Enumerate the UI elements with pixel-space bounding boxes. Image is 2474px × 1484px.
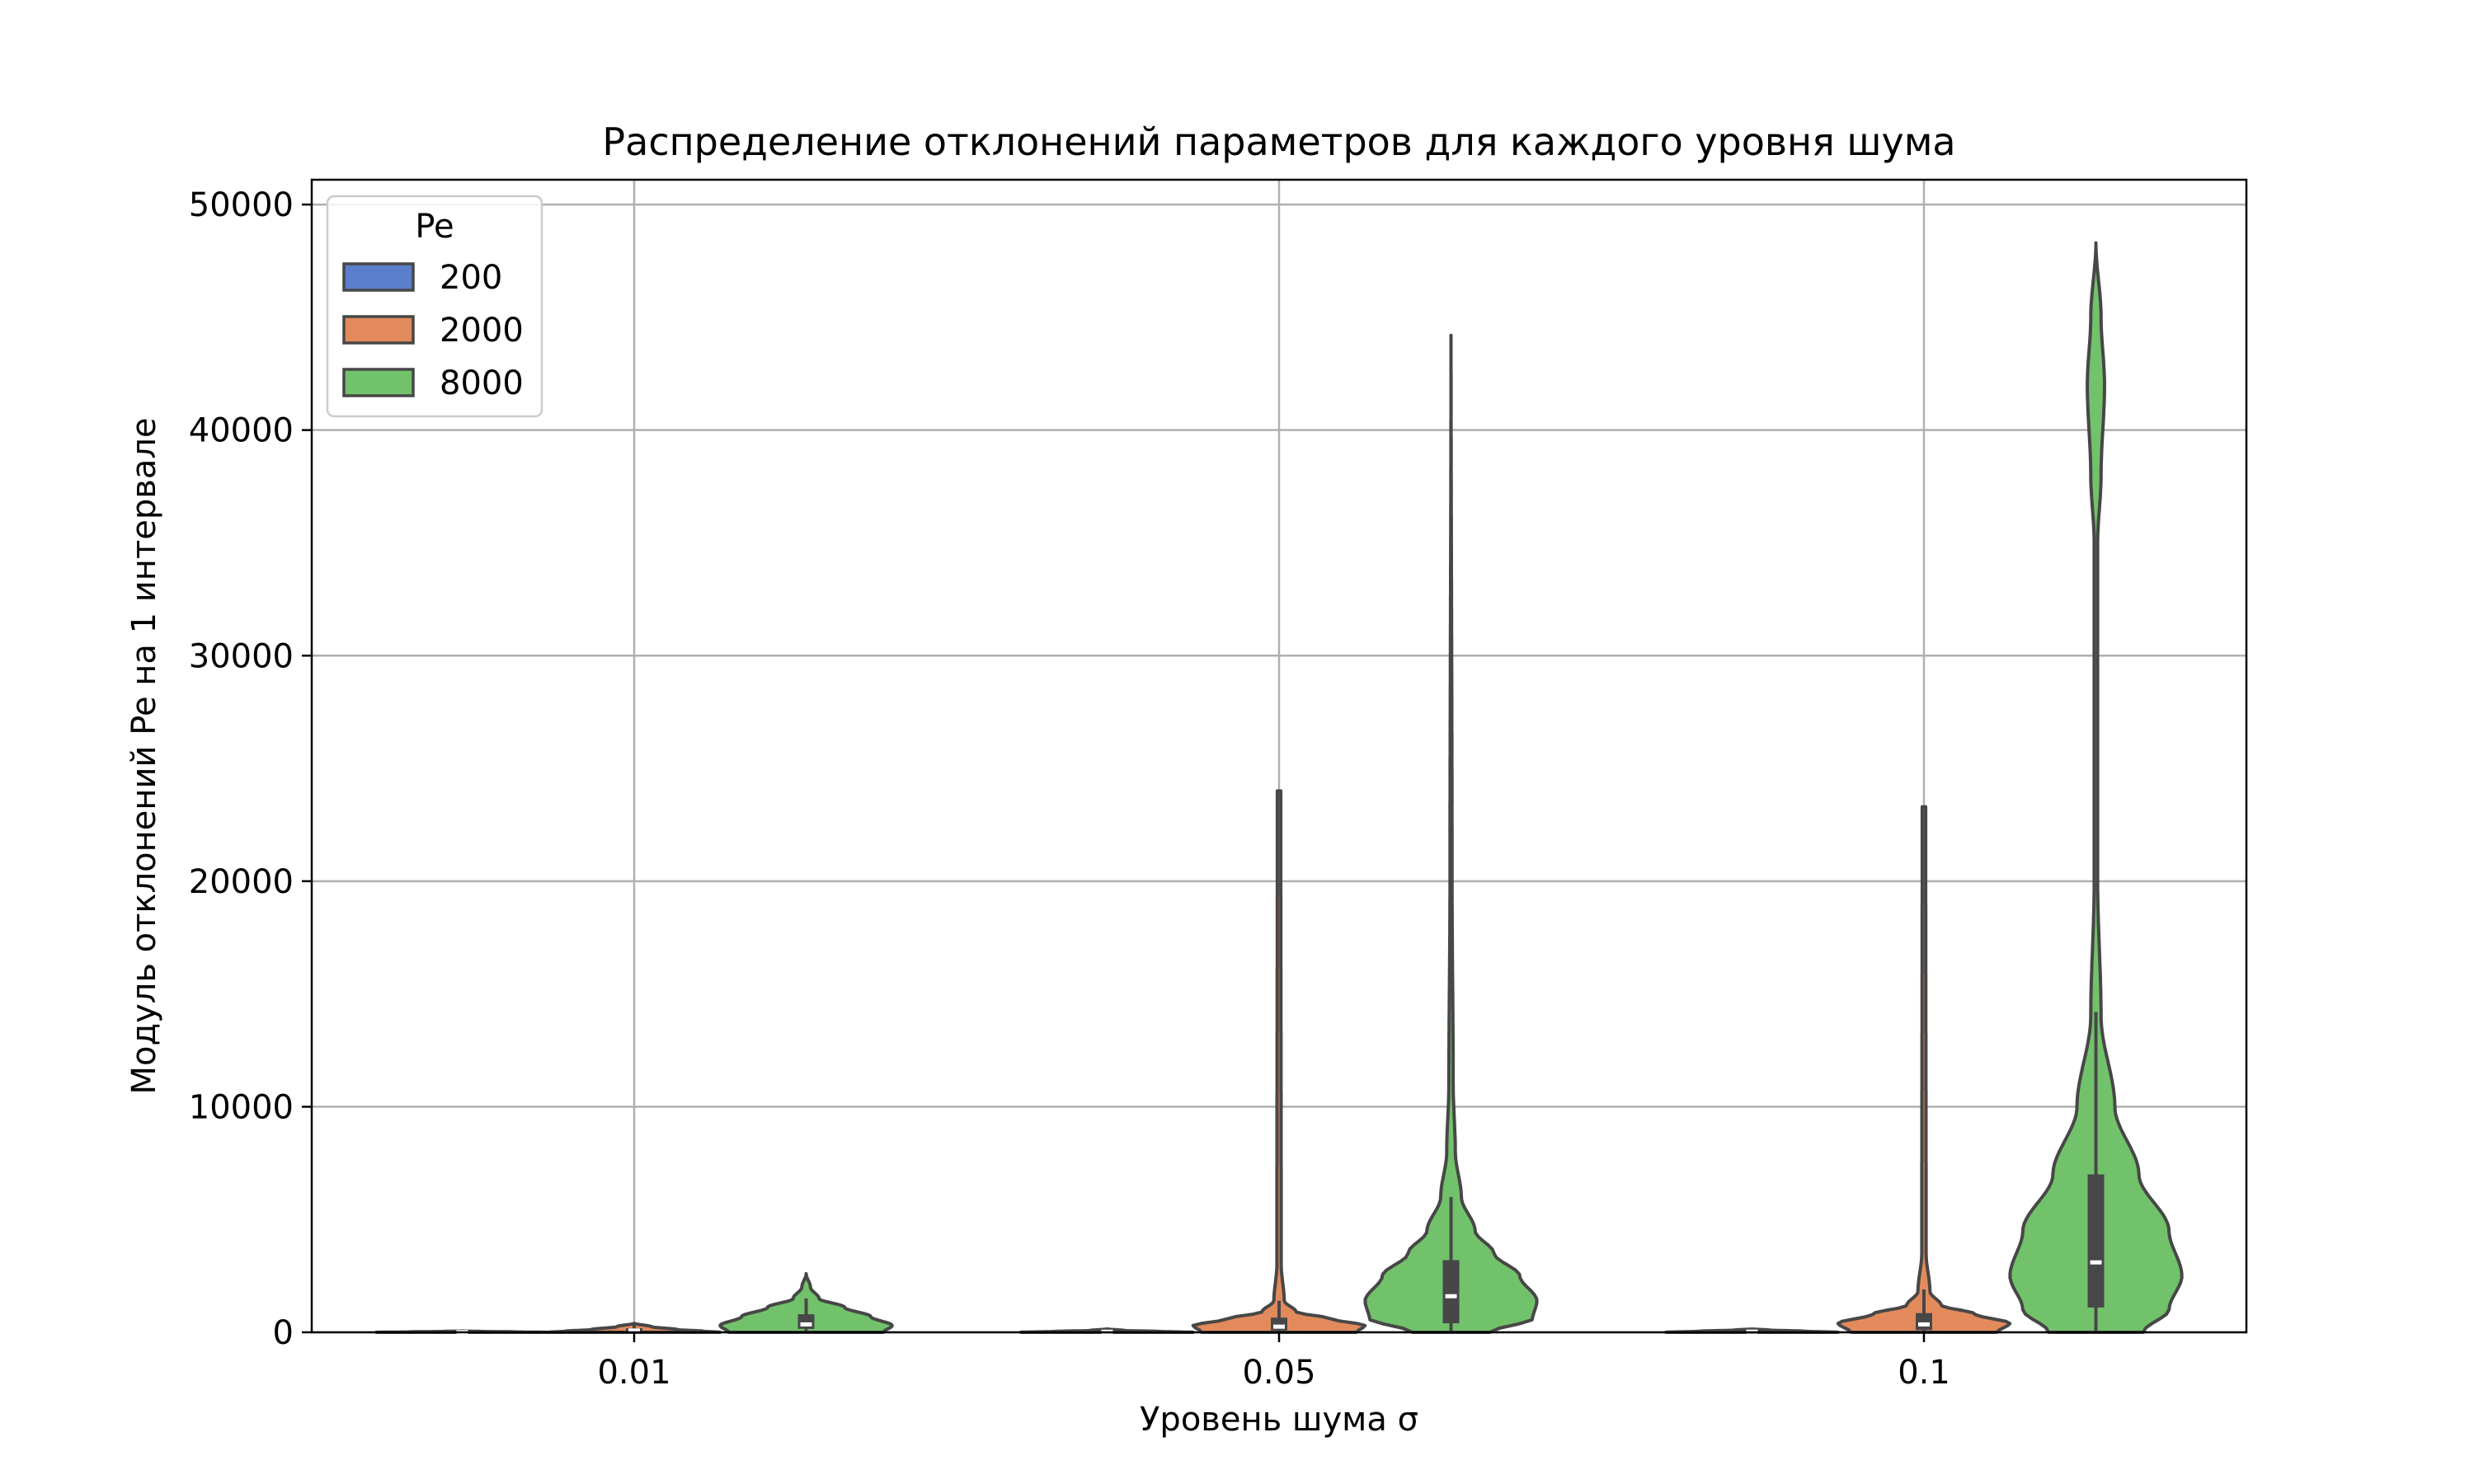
axes: 0 10000 20000 30000 40000 50000 0.01 0.05 0.1 bbox=[189, 186, 1950, 1392]
violin-pe-8000-sigma-0.1 bbox=[2008, 241, 2184, 1334]
violin-pe-2000-sigma-0.05 bbox=[1191, 789, 1367, 1334]
legend-label-8000: 8000 bbox=[440, 364, 524, 402]
x-tick-label: 0.05 bbox=[1242, 1354, 1315, 1392]
y-tick-label: 20000 bbox=[189, 863, 294, 901]
legend-swatch-8000 bbox=[342, 368, 415, 397]
x-tick-label: 0.01 bbox=[597, 1354, 670, 1392]
violin-iqr-box bbox=[1916, 1313, 1932, 1331]
y-tick-label: 10000 bbox=[189, 1088, 294, 1126]
x-tick-label: 0.1 bbox=[1898, 1354, 1950, 1392]
violin-pe-8000-sigma-0.05 bbox=[1363, 333, 1539, 1334]
y-axis-label: Модуль отклонений Pe на 1 интервале bbox=[125, 417, 163, 1094]
legend-label-200: 200 bbox=[440, 259, 502, 297]
violin-iqr-box bbox=[797, 1314, 815, 1329]
legend-label-2000: 2000 bbox=[440, 312, 524, 350]
legend-box bbox=[326, 195, 543, 418]
violin-iqr-box bbox=[2087, 1174, 2105, 1308]
y-tick-label: 40000 bbox=[189, 412, 294, 450]
violin-pe-2000-sigma-0.1 bbox=[1836, 805, 2012, 1334]
legend-title: Pe bbox=[415, 208, 454, 246]
y-tick-label: 50000 bbox=[189, 186, 294, 224]
legend: Pe 200 2000 8000 bbox=[326, 195, 543, 418]
x-axis-label: Уровень шума σ bbox=[1140, 1401, 1418, 1439]
y-tick-label: 30000 bbox=[189, 637, 294, 675]
y-tick-label: 0 bbox=[273, 1314, 294, 1352]
chart-title: Распределение отклонений параметров для … bbox=[602, 120, 1955, 164]
legend-swatch-200 bbox=[342, 262, 415, 292]
violin-iqr-box bbox=[1442, 1260, 1460, 1324]
legend-swatch-2000 bbox=[342, 315, 415, 345]
